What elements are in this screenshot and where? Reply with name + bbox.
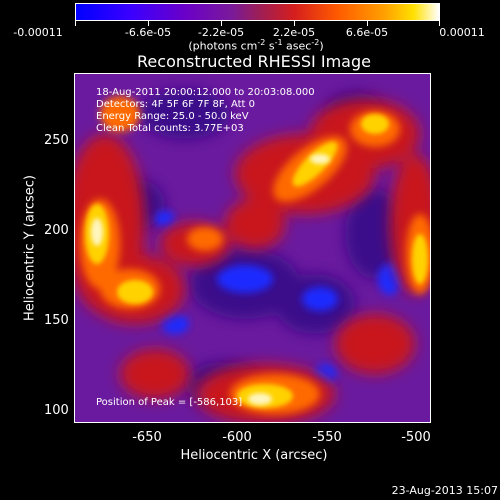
colorbar-label: -0.00011 (13, 26, 63, 39)
x-tick-label: -550 (312, 430, 342, 445)
x-tick-label: -600 (222, 430, 252, 445)
x-tick-label: -650 (132, 430, 162, 445)
colorbar (75, 3, 440, 21)
plot-title: Reconstructed RHESSI Image (137, 52, 371, 71)
info-clean-counts: Clean Total counts: 3.77E+03 (96, 123, 244, 134)
colorbar-tick (221, 21, 222, 26)
y-tick-label: 200 (44, 223, 69, 238)
colorbar-tick (148, 21, 149, 26)
colorbar-tick (367, 21, 368, 26)
y-axis-label: Heliocentric Y (arcsec) (22, 175, 38, 321)
observation-info: 18-Aug-2011 20:00:12.000 to 20:03:08.000… (96, 87, 315, 135)
y-tick-label: 100 (44, 403, 69, 418)
timestamp: 23-Aug-2013 15:07 (391, 484, 498, 497)
info-detectors: Detectors: 4F 5F 6F 7F 8F, Att 0 (96, 99, 256, 110)
image-plot (74, 73, 431, 423)
info-energy-range: Energy Range: 25.0 - 50.0 keV (96, 111, 249, 122)
colorbar-label: 0.00011 (439, 26, 485, 39)
y-tick-label: 150 (44, 313, 69, 328)
rhessi-map (75, 74, 430, 422)
colorbar-label: 6.6e-05 (345, 26, 389, 39)
x-axis-label: Heliocentric X (arcsec) (180, 448, 328, 463)
colorbar-units: (photons cm-2 s-1 asec-2) (188, 38, 324, 53)
peak-position: Position of Peak = [-586,103] (96, 397, 243, 408)
info-time-range: 18-Aug-2011 20:00:12.000 to 20:03:08.000 (96, 87, 315, 98)
colorbar-tick (439, 21, 440, 26)
colorbar-label: -6.6e-05 (124, 26, 172, 39)
y-tick-label: 250 (44, 133, 69, 148)
colorbar-tick (294, 21, 295, 26)
colorbar-label: -2.2e-05 (197, 26, 245, 39)
colorbar-tick (75, 21, 76, 26)
x-tick-label: -500 (401, 430, 431, 445)
colorbar-label: 2.2e-05 (272, 26, 316, 39)
